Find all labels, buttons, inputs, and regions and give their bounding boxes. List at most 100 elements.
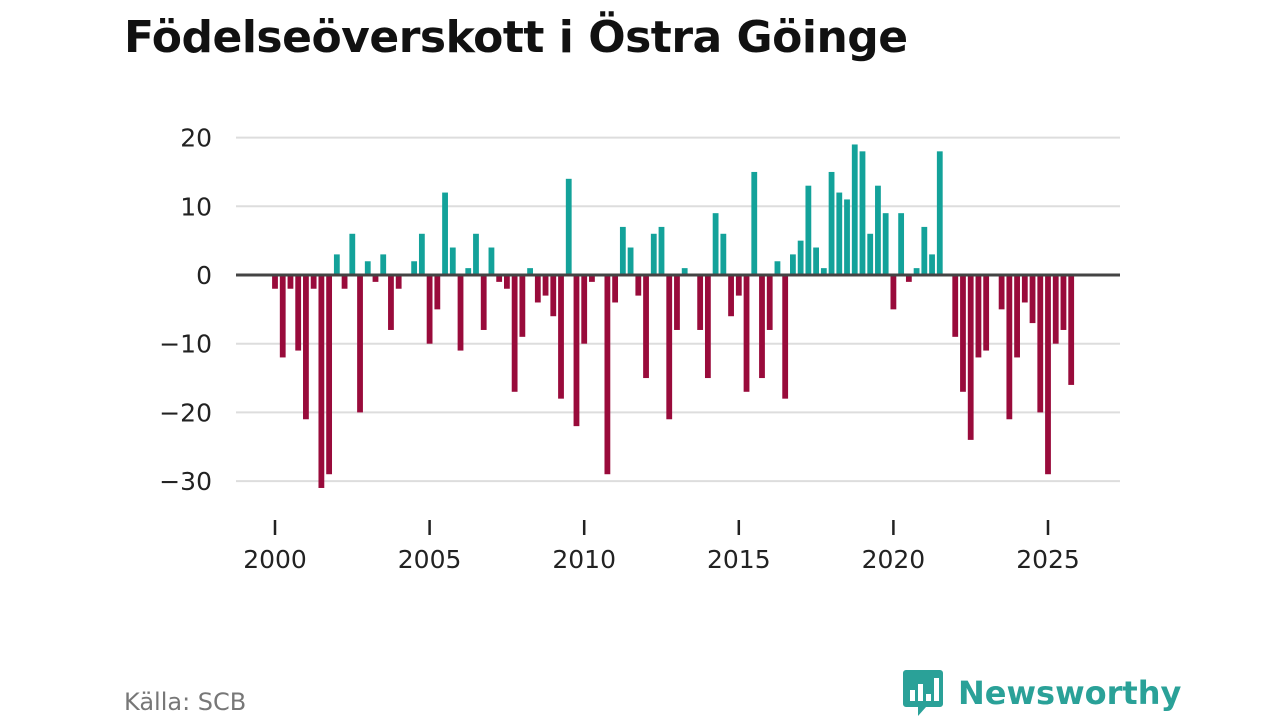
bar	[983, 275, 990, 351]
bar	[720, 233, 727, 275]
bar	[395, 275, 402, 289]
bar	[643, 275, 649, 379]
bar	[488, 247, 495, 275]
bar	[704, 275, 711, 379]
y-tick-label: 0	[196, 261, 212, 290]
bar	[550, 275, 557, 317]
x-tick-label: 2025	[1016, 545, 1080, 574]
brand-name: Newsworthy	[958, 674, 1182, 712]
bar	[303, 275, 309, 420]
bar	[898, 213, 905, 275]
bar	[1068, 275, 1075, 385]
bar	[851, 144, 858, 275]
bar	[867, 233, 874, 275]
bar	[473, 233, 479, 275]
bar	[457, 275, 464, 351]
bar	[333, 254, 340, 275]
bar	[735, 275, 742, 296]
bar	[349, 233, 356, 275]
bar	[952, 275, 959, 337]
bar	[790, 254, 796, 275]
bar	[581, 275, 588, 344]
bar	[380, 254, 387, 275]
bar	[929, 254, 935, 275]
x-tick-label: 2015	[707, 545, 771, 574]
bar	[295, 275, 302, 351]
x-tick-label: 2020	[862, 545, 926, 574]
bar	[511, 275, 518, 392]
chart-title: Födelseöverskott i Östra Göinge	[124, 12, 908, 63]
bar	[658, 226, 665, 275]
bar	[875, 185, 881, 275]
bar	[797, 240, 804, 275]
bar-chart-logo-icon	[903, 670, 943, 716]
bar	[279, 275, 286, 358]
bar	[650, 233, 657, 275]
source-label: Källa: SCB	[124, 688, 247, 716]
bar	[442, 192, 448, 275]
x-tick-label: 2000	[243, 545, 307, 574]
bar	[766, 275, 773, 330]
bar	[534, 275, 541, 303]
bar	[589, 275, 595, 282]
bar	[882, 213, 889, 275]
bar	[372, 275, 379, 282]
bar	[341, 275, 348, 289]
bar	[418, 233, 425, 275]
bar	[480, 275, 487, 330]
y-tick-label: 10	[180, 192, 212, 221]
bar	[604, 275, 611, 475]
bar	[612, 275, 619, 303]
bar	[272, 275, 278, 289]
bar	[666, 275, 673, 420]
bar	[565, 178, 572, 275]
bar	[558, 275, 564, 399]
bar	[310, 275, 317, 289]
bar	[426, 275, 433, 344]
bar	[1045, 275, 1051, 475]
bar	[697, 275, 704, 330]
bar	[759, 275, 765, 379]
bar	[967, 275, 974, 440]
bar	[820, 268, 827, 275]
y-tick-label: −30	[159, 467, 212, 496]
bar	[287, 275, 294, 289]
bar	[960, 275, 966, 392]
bar	[411, 261, 418, 275]
bar	[357, 275, 363, 413]
bar	[728, 275, 734, 317]
bar	[743, 275, 750, 392]
bar	[936, 151, 943, 275]
bar	[519, 275, 526, 337]
bars	[272, 144, 1075, 488]
y-tick-label: 20	[180, 124, 212, 153]
bar	[326, 275, 333, 475]
bar	[1021, 275, 1028, 303]
bar	[1014, 275, 1020, 358]
bar	[1052, 275, 1059, 344]
bar	[1037, 275, 1044, 413]
bar	[635, 275, 642, 296]
bar	[465, 268, 472, 275]
bar	[913, 268, 920, 275]
bar	[859, 151, 866, 275]
bar	[573, 275, 580, 427]
bar	[921, 226, 928, 275]
y-tick-label: −10	[159, 330, 212, 359]
bar	[434, 275, 441, 310]
bar	[905, 275, 912, 282]
x-tick-label: 2010	[552, 545, 616, 574]
bar	[712, 213, 719, 275]
bar	[364, 261, 371, 275]
y-tick-label: −20	[159, 398, 212, 427]
bar	[813, 247, 819, 275]
x-tick-label: 2005	[398, 545, 462, 574]
bar	[774, 261, 781, 275]
bar	[751, 171, 758, 275]
bar	[542, 275, 549, 296]
bar	[674, 275, 680, 330]
bar	[782, 275, 789, 399]
bar	[828, 171, 835, 275]
brand: Newsworthy	[902, 668, 1181, 718]
bar	[496, 275, 503, 282]
